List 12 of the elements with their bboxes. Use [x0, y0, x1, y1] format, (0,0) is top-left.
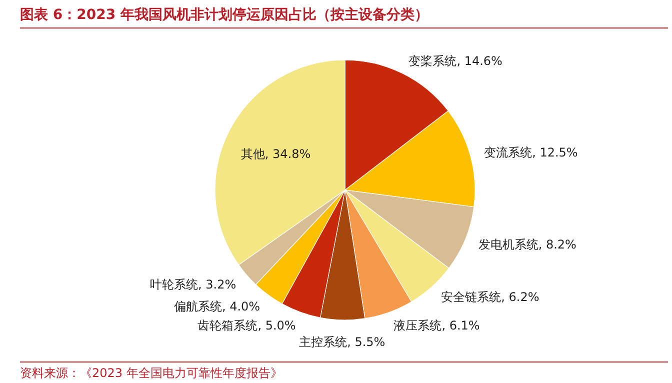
slice-label: 其他, 34.8% [240, 147, 311, 162]
text: 资料来源：《2023 年全国电力可靠性年度报告》 [20, 366, 282, 380]
slice-label: 发电机系统, 8.2% [478, 237, 576, 252]
slice-label: 叶轮系统, 3.2% [150, 277, 236, 292]
slice-label: 液压系统, 6.1% [394, 318, 480, 333]
slice-label: 安全链系统, 6.2% [441, 290, 540, 304]
slice-label: 齿轮箱系统, 5.0% [198, 318, 296, 332]
slice-label: 变流系统, 12.5% [484, 146, 578, 160]
slice-label: 主控系统, 5.5% [299, 334, 386, 349]
slice-label: 偏航系统, 4.0% [174, 299, 260, 314]
chart-title: 图表 6：2023 年我国风机非计划停运原因占比（按主设备分类） [20, 6, 428, 23]
slice-label: 变桨系统, 14.6% [408, 54, 502, 68]
